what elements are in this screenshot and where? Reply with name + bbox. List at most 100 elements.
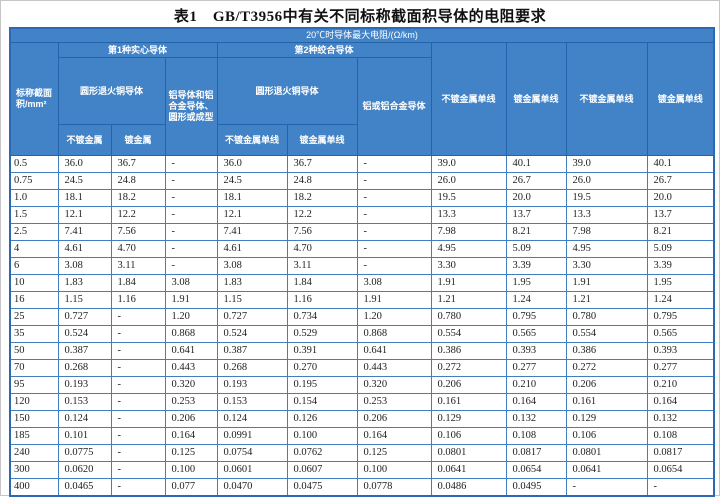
cell-resistance-value: 4.95 [430, 240, 507, 259]
cell-resistance-value: 19.5 [565, 189, 648, 208]
cell-nominal-area: 2.5 [9, 223, 59, 242]
cell-resistance-value: 4.70 [286, 240, 358, 259]
cell-resistance-value: - [164, 206, 218, 225]
cell-resistance-value: 0.206 [565, 376, 648, 395]
cell-resistance-value: 1.20 [356, 308, 432, 327]
cell-resistance-value: 0.795 [646, 308, 715, 327]
cell-resistance-value: 0.554 [430, 325, 507, 344]
cell-nominal-area: 50 [9, 342, 59, 361]
cell-resistance-value: 0.0607 [286, 461, 358, 480]
cell-resistance-value: 1.95 [505, 274, 567, 293]
cell-resistance-value: 0.210 [646, 376, 715, 395]
cell-resistance-value: 1.20 [164, 308, 218, 327]
cell-resistance-value: 18.1 [57, 189, 112, 208]
header-row-materials: 圆形退火铜导体 铝导体和铝合金导体、圆形或成型 圆形退火铜导体 铝或铝合金导体 [10, 57, 714, 157]
cell-resistance-value: 0.391 [286, 342, 358, 361]
cell-resistance-value: 0.268 [57, 359, 112, 378]
cell-resistance-value: - [164, 155, 218, 174]
cell-resistance-value: 0.206 [430, 376, 507, 395]
cell-resistance-value: 0.0775 [57, 444, 112, 463]
cell-resistance-value: 13.3 [565, 206, 648, 225]
cell-resistance-value: 20.0 [505, 189, 567, 208]
cell-resistance-value: 0.0641 [430, 461, 507, 480]
cell-resistance-value: 36.0 [216, 155, 288, 174]
cell-resistance-value: 0.272 [430, 359, 507, 378]
cell-resistance-value: - [356, 172, 432, 191]
header-class2-stranded: 第2种绞合导体 [216, 42, 432, 59]
cell-resistance-value: 0.270 [286, 359, 358, 378]
cell-resistance-value: 0.277 [646, 359, 715, 378]
cell-resistance-value: 0.132 [646, 410, 715, 429]
cell-resistance-value: 1.16 [110, 291, 166, 310]
cell-resistance-value: - [164, 240, 218, 259]
cell-resistance-value: 26.7 [646, 172, 715, 191]
header-plated-col3: 镀金属 [110, 124, 166, 157]
cell-resistance-value: 0.868 [164, 325, 218, 344]
table-row: 2.5 7.41 7.56-7.41 7.56-7.98 8.21 7.98 8.21 [9, 223, 715, 242]
cell-resistance-value: - [356, 155, 432, 174]
cell-resistance-value: 26.0 [565, 172, 648, 191]
cell-resistance-value: 0.0620 [57, 461, 112, 480]
cell-resistance-value: 1.91 [565, 274, 648, 293]
cell-resistance-value: - [110, 342, 166, 361]
cell-resistance-value: 0.320 [356, 376, 432, 395]
cell-resistance-value: - [110, 444, 166, 463]
resistance-table: 20℃时导体最大电阻/(Ω/km) 标称截面积/mm² 第1种实心导体 第2种绞… [9, 27, 715, 497]
cell-resistance-value: 0.795 [505, 308, 567, 327]
cell-resistance-value: 1.24 [505, 291, 567, 310]
cell-resistance-value: 13.7 [505, 206, 567, 225]
table-row: 70 0.268-0.443 0.268 0.270 0.443 0.272 0.277 0.… [9, 359, 715, 378]
cell-resistance-value: 0.0762 [286, 444, 358, 463]
cell-resistance-value: - [356, 223, 432, 242]
cell-resistance-value: 0.387 [57, 342, 112, 361]
cell-resistance-value: 1.83 [57, 274, 112, 293]
cell-resistance-value: 36.0 [57, 155, 112, 174]
cell-resistance-value: 0.210 [505, 376, 567, 395]
cell-resistance-value: 0.164 [356, 427, 432, 446]
cell-resistance-value: 0.0654 [505, 461, 567, 480]
cell-resistance-value: 0.277 [505, 359, 567, 378]
table-row: 4 4.61 4.70-4.61 4.70-4.95 5.09 4.95 5.09 [9, 240, 715, 259]
cell-resistance-value: 3.30 [430, 257, 507, 276]
cell-resistance-value: 5.09 [505, 240, 567, 259]
cell-resistance-value: 0.780 [565, 308, 648, 327]
cell-resistance-value: 1.24 [646, 291, 715, 310]
table-row: 400 0.0465-0.077 0.0470 0.0475 0.0778 0.0486 0… [9, 478, 715, 497]
cell-resistance-value: 0.268 [216, 359, 288, 378]
cell-resistance-value: 19.5 [430, 189, 507, 208]
cell-nominal-area: 240 [9, 444, 59, 463]
table-row: 0.5 36.0 36.7-36.0 36.7-39.0 40.1 39.0 40.1 [9, 155, 715, 174]
cell-resistance-value: 1.91 [356, 291, 432, 310]
cell-resistance-value: 0.125 [356, 444, 432, 463]
cell-resistance-value: - [646, 478, 715, 497]
cell-resistance-value: 1.83 [216, 274, 288, 293]
cell-nominal-area: 400 [9, 478, 59, 497]
cell-resistance-value: - [164, 189, 218, 208]
cell-nominal-area: 300 [9, 461, 59, 480]
cell-resistance-value: - [110, 427, 166, 446]
cell-resistance-value: 0.565 [646, 325, 715, 344]
table-row: 1.5 12.1 12.2-12.1 12.2-13.3 13.7 13.3 13.7 [9, 206, 715, 225]
cell-nominal-area: 10 [9, 274, 59, 293]
cell-resistance-value: - [110, 359, 166, 378]
cell-resistance-value: 13.3 [430, 206, 507, 225]
cell-resistance-value: 24.8 [286, 172, 358, 191]
cell-resistance-value: 0.100 [164, 461, 218, 480]
cell-resistance-value: 0.126 [286, 410, 358, 429]
cell-resistance-value: 3.11 [110, 257, 166, 276]
cell-resistance-value: 0.164 [646, 393, 715, 412]
cell-resistance-value: 40.1 [646, 155, 715, 174]
cell-resistance-value: 0.100 [286, 427, 358, 446]
cell-resistance-value: 0.153 [57, 393, 112, 412]
cell-resistance-value: 0.132 [505, 410, 567, 429]
cell-nominal-area: 70 [9, 359, 59, 378]
cell-resistance-value: 0.0641 [565, 461, 648, 480]
table-row: 6 3.08 3.11-3.08 3.11-3.30 3.39 3.30 3.39 [9, 257, 715, 276]
table-row: 95 0.193-0.320 0.193 0.195 0.320 0.206 0.210 0.… [9, 376, 715, 395]
table-row: 240 0.0775-0.125 0.0754 0.0762 0.125 0.0801 0.… [9, 444, 715, 463]
cell-resistance-value: 0.129 [430, 410, 507, 429]
cell-resistance-value: 0.108 [505, 427, 567, 446]
cell-resistance-value: - [110, 410, 166, 429]
cell-resistance-value: 0.641 [356, 342, 432, 361]
cell-nominal-area: 35 [9, 325, 59, 344]
